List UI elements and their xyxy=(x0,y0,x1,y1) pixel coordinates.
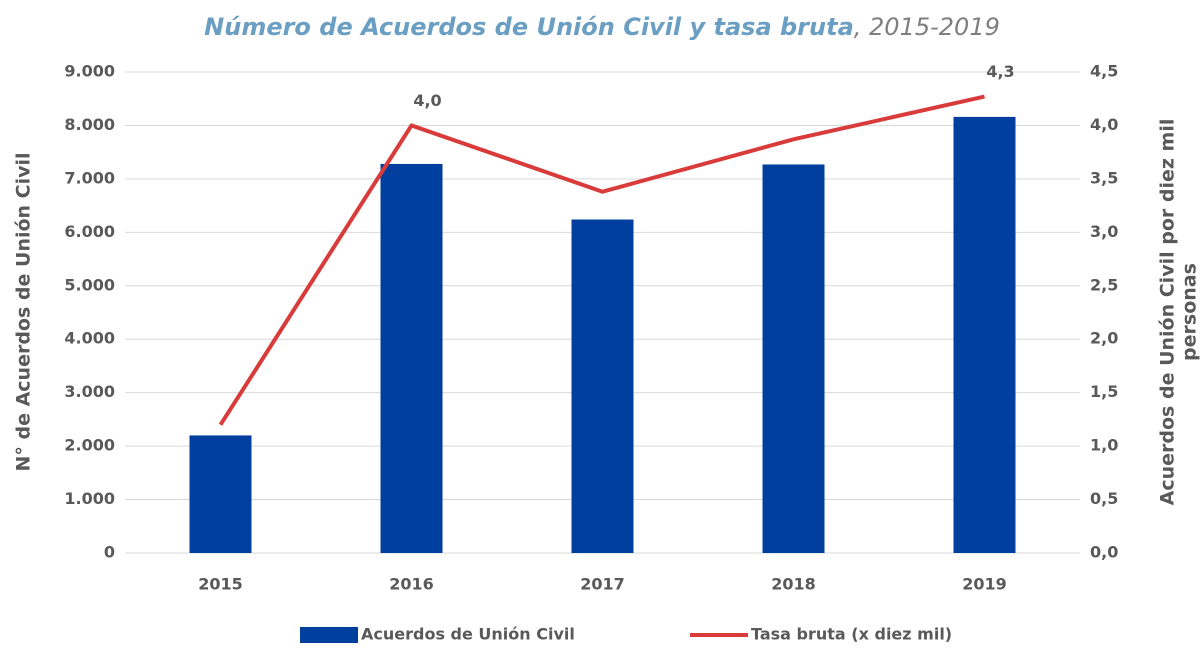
legend-label: Tasa bruta (x diez mil) xyxy=(751,625,952,644)
y-axis-title: N° de Acuerdos de Unión Civil xyxy=(13,152,35,471)
y2-tick-label: 0,0 xyxy=(1090,543,1118,562)
y2-tick-label: 4,0 xyxy=(1090,115,1118,134)
y-tick-label: 8.000 xyxy=(64,115,115,134)
bar xyxy=(189,435,252,553)
x-tick-label: 2018 xyxy=(771,575,816,594)
x-tick-label: 2017 xyxy=(580,575,625,594)
legend-label: Acuerdos de Unión Civil xyxy=(361,625,575,644)
y-tick-label: 9.000 xyxy=(64,62,115,81)
chart-title: Número de Acuerdos de Unión Civil y tasa… xyxy=(204,13,1000,41)
title-main: Número de Acuerdos de Unión Civil y tasa… xyxy=(204,13,854,41)
data-label: 4,3 xyxy=(986,62,1014,81)
x-tick-label: 2015 xyxy=(198,575,243,594)
x-tick-label: 2019 xyxy=(962,575,1007,594)
legend-swatch xyxy=(300,627,358,643)
y-tick-label: 3.000 xyxy=(64,382,115,401)
y2-tick-label: 0,5 xyxy=(1090,489,1118,508)
title-years: , 2015-2019 xyxy=(854,13,1000,41)
y2-tick-label: 1,5 xyxy=(1090,382,1118,401)
y-tick-label: 5.000 xyxy=(64,275,115,294)
y-tick-label: 0 xyxy=(104,543,115,562)
bar xyxy=(380,163,443,553)
y-tick-label: 4.000 xyxy=(64,329,115,348)
y2-axis-title: personas xyxy=(1179,263,1201,361)
bar xyxy=(953,116,1016,553)
y2-tick-label: 2,0 xyxy=(1090,329,1118,348)
y2-tick-label: 2,5 xyxy=(1090,275,1118,294)
bar xyxy=(571,219,634,554)
line xyxy=(218,94,985,426)
y-tick-label: 6.000 xyxy=(64,222,115,241)
y-tick-label: 7.000 xyxy=(64,168,115,187)
y2-tick-label: 3,5 xyxy=(1090,168,1118,187)
y2-axis-title: Acuerdos de Unión Civil por diez mil xyxy=(1157,119,1179,506)
data-label: 4,0 xyxy=(413,91,441,110)
y2-tick-label: 1,0 xyxy=(1090,436,1118,455)
y-tick-label: 2.000 xyxy=(64,436,115,455)
y2-tick-label: 3,0 xyxy=(1090,222,1118,241)
bar xyxy=(762,164,825,553)
y2-tick-label: 4,5 xyxy=(1090,62,1118,81)
y-tick-label: 1.000 xyxy=(64,489,115,508)
x-tick-label: 2016 xyxy=(389,575,434,594)
